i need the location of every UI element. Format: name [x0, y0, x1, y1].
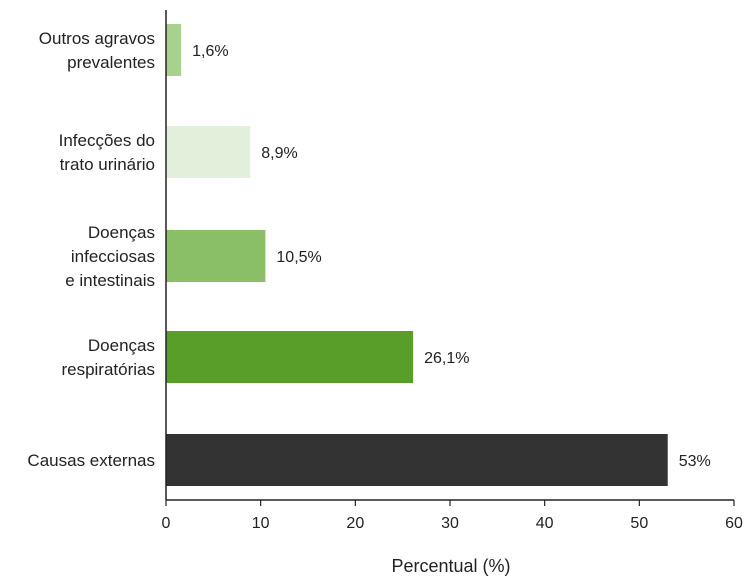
- bar: [166, 24, 182, 76]
- category-label: prevalentes: [67, 53, 155, 72]
- value-label: 10,5%: [276, 249, 321, 266]
- category-label: Doenças: [88, 223, 155, 242]
- value-label: 26,1%: [424, 350, 469, 367]
- x-tick-label: 0: [162, 515, 171, 532]
- x-tick-label: 10: [252, 515, 270, 532]
- x-tick-label: 60: [725, 515, 743, 532]
- category-label: respiratórias: [61, 360, 155, 379]
- category-label: trato urinário: [60, 155, 155, 174]
- value-label: 1,6%: [192, 43, 228, 60]
- category-label: e intestinais: [65, 271, 155, 290]
- x-tick-label: 50: [630, 515, 648, 532]
- bars-layer: [166, 24, 668, 486]
- value-label: 8,9%: [261, 145, 297, 162]
- category-labels-layer: Outros agravos prevalentes Infecções do tra…: [27, 29, 155, 470]
- bar: [166, 126, 251, 178]
- bar: [166, 434, 668, 486]
- bar: [166, 230, 266, 282]
- x-tick-label: 30: [441, 515, 459, 532]
- value-label: 53%: [679, 453, 711, 470]
- x-tick-label: 40: [536, 515, 554, 532]
- category-label: Causas externas: [27, 451, 155, 470]
- x-ticks-layer: 0 10 20 30 40 50 60: [162, 500, 743, 532]
- bar: [166, 331, 414, 383]
- value-labels-layer: 1,6% 8,9% 10,5% 26,1% 53%: [192, 43, 711, 470]
- x-axis-title: Percentual (%): [391, 556, 510, 576]
- category-label: Infecções do: [59, 131, 155, 150]
- category-label: Outros agravos: [39, 29, 155, 48]
- x-tick-label: 20: [346, 515, 364, 532]
- category-label: Doenças: [88, 336, 155, 355]
- category-label: infecciosas: [71, 247, 155, 266]
